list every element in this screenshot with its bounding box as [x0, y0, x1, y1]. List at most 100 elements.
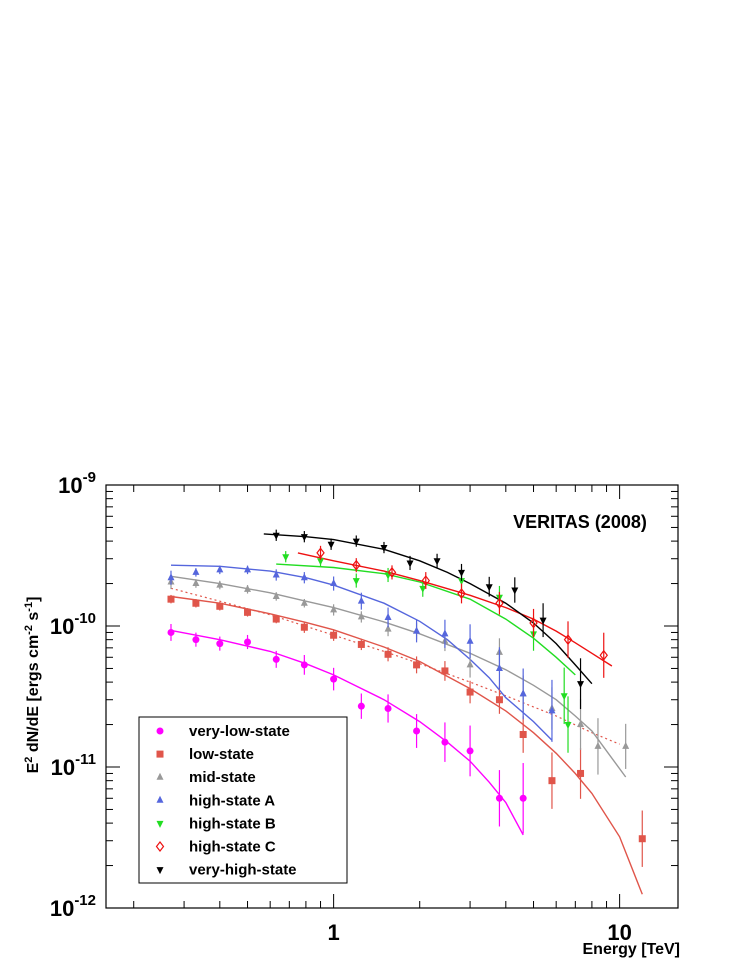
point-mid-state — [300, 598, 308, 606]
point-low-state — [216, 602, 224, 610]
point-very-low-state — [466, 747, 474, 755]
point-high-state-a — [548, 706, 556, 714]
point-high-state-b — [352, 578, 360, 586]
point-very-high-state — [485, 584, 493, 592]
point-low-state — [495, 696, 503, 704]
point-high-state-a — [519, 689, 527, 697]
point-high-state-a — [300, 573, 308, 581]
point-mid-state — [384, 624, 392, 632]
y-tick-label: 10-10 — [50, 610, 96, 639]
point-very-low-state — [384, 704, 392, 712]
point-mid-state — [330, 605, 338, 613]
point-low-state — [300, 623, 308, 631]
point-very-high-state — [352, 538, 360, 546]
point-low-state — [638, 835, 646, 843]
fit-line-high-state-a — [170, 564, 553, 741]
point-high-state-a — [272, 570, 280, 578]
point-high-state-b — [419, 585, 427, 593]
point-high-state-a — [413, 626, 421, 634]
y-tick-label: 10-9 — [58, 469, 96, 498]
point-very-low-state — [216, 640, 224, 648]
point-very-high-state — [300, 534, 308, 542]
x-tick-label: 1 — [327, 920, 339, 945]
point-mid-state — [244, 584, 252, 592]
axis-ticks: 1 10 10-12 10-11 10-10 10-9 — [50, 469, 678, 945]
point-high-state-a — [495, 663, 503, 671]
point-high-state-a — [216, 565, 224, 573]
point-mid-state — [357, 612, 365, 620]
point-high-state-a — [192, 567, 200, 575]
legend-label-high-state-a: high-state A — [189, 792, 275, 809]
fit-line-high-state-b — [276, 563, 576, 676]
point-very-low-state — [330, 675, 338, 683]
point-high-state-b — [282, 554, 290, 562]
x-axis-label: Energy [TeV] — [583, 941, 681, 958]
point-high-state-c — [599, 649, 609, 661]
point-high-state-b — [564, 722, 572, 730]
point-very-low-state — [192, 636, 200, 644]
point-high-state-c — [529, 617, 538, 629]
legend: very-low-state low-state mid-state high-sta… — [138, 716, 348, 884]
point-high-state-b — [560, 693, 568, 701]
data-points — [167, 529, 646, 867]
point-mid-state — [192, 579, 200, 587]
point-very-low-state — [495, 794, 503, 802]
point-very-low-state — [357, 702, 365, 710]
x-tick-label: 10 — [607, 920, 631, 945]
fit-line-very-low-state — [170, 629, 524, 836]
point-low-state — [330, 631, 338, 639]
point-high-state-b — [458, 578, 466, 586]
point-very-high-state — [511, 587, 519, 595]
legend-label-high-state-b: high-state B — [189, 815, 276, 832]
legend-marker-high-state-c — [155, 841, 165, 852]
point-mid-state — [272, 591, 280, 599]
point-very-high-state — [272, 532, 280, 540]
point-very-high-state — [327, 541, 335, 549]
point-high-state-c — [387, 566, 397, 578]
point-very-low-state — [244, 638, 252, 646]
point-very-low-state — [413, 727, 421, 735]
point-high-state-a — [384, 612, 392, 620]
fit-line-very-high-state — [263, 533, 593, 685]
point-very-low-state — [300, 661, 308, 669]
y-tick-label: 10-11 — [51, 751, 96, 780]
point-very-high-state — [577, 681, 585, 689]
point-low-state — [577, 769, 585, 777]
point-low-state — [192, 599, 200, 607]
point-high-state-c — [563, 634, 573, 646]
y-tick-label: 10-12 — [50, 892, 96, 921]
point-high-state-c — [421, 575, 431, 587]
point-mid-state — [594, 741, 602, 749]
point-low-state — [466, 688, 474, 696]
point-very-low-state — [272, 655, 280, 663]
point-low-state — [548, 777, 556, 785]
point-mid-state — [622, 741, 630, 749]
legend-label-very-low-state: very-low-state — [189, 723, 290, 740]
point-low-state — [413, 661, 421, 669]
legend-label-mid-state: mid-state — [189, 769, 256, 786]
point-low-state — [357, 640, 365, 648]
point-mid-state — [577, 720, 585, 728]
legend-marker-low-state — [156, 750, 164, 758]
legend-marker-very-low-state — [156, 727, 164, 735]
point-very-high-state — [380, 545, 388, 553]
y-axis-label: E2 dN/dE [ergs cm-2 s-1] — [23, 597, 42, 774]
point-mid-state — [466, 660, 474, 668]
fit-line-high-state-c — [297, 552, 613, 667]
legend-marker-high-state-a — [156, 795, 164, 803]
legend-marker-mid-state — [156, 772, 164, 780]
point-very-high-state — [539, 617, 547, 625]
point-low-state — [244, 608, 252, 616]
fit-line-dotted-low-state — [170, 587, 620, 745]
chart-title: VERITAS (2008) — [513, 512, 647, 532]
point-low-state — [272, 615, 280, 623]
point-low-state — [519, 731, 527, 739]
point-high-state-b — [317, 558, 325, 566]
legend-marker-high-state-b — [156, 820, 164, 828]
legend-label-high-state-c: high-state C — [189, 839, 276, 856]
point-low-state — [441, 667, 449, 675]
point-high-state-c — [316, 547, 325, 559]
legend-label-very-high-state: very-high-state — [189, 862, 297, 879]
point-high-state-c — [457, 588, 466, 599]
